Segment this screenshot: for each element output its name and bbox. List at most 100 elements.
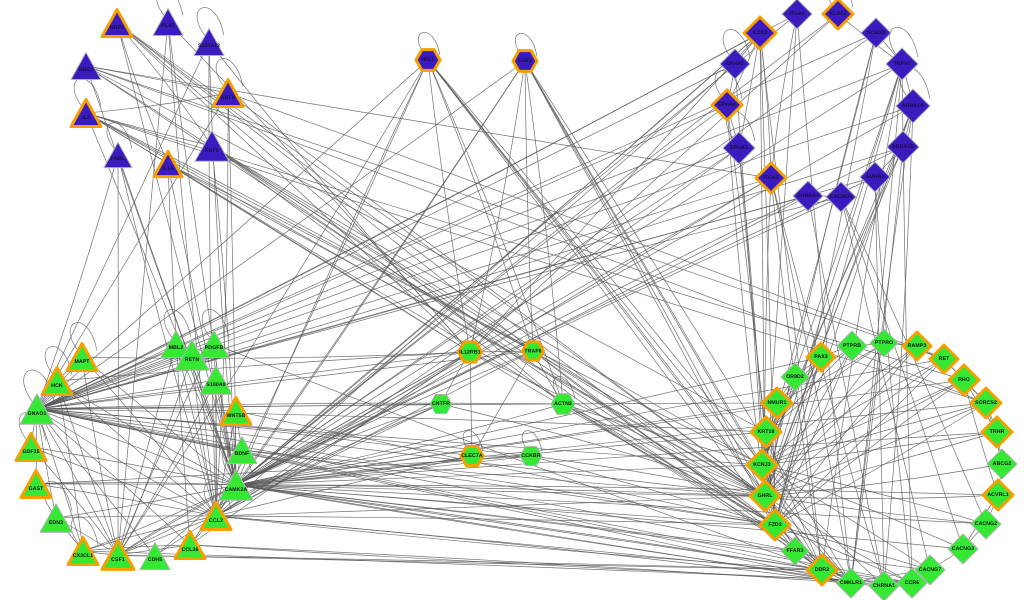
- graph-edge: [764, 494, 999, 499]
- graph-edge: [55, 484, 237, 519]
- graph-node-actn2[interactable]: ACTN2: [548, 389, 578, 419]
- graph-self-loop-edge: [521, 430, 543, 453]
- graph-edge: [524, 60, 564, 405]
- graph-edge: [764, 431, 998, 497]
- graph-edge: [235, 484, 885, 587]
- graph-edge: [532, 350, 766, 497]
- graph-edge: [117, 484, 237, 556]
- graph-self-loop-edge: [106, 122, 133, 152]
- graph-edge: [117, 554, 823, 571]
- graph-edge: [764, 345, 853, 497]
- graph-node-ptpro[interactable]: PTPRO: [867, 326, 901, 360]
- graph-edge: [530, 455, 776, 526]
- graph-edge: [167, 163, 237, 486]
- graph-edge: [761, 358, 945, 466]
- graph-edge: [764, 495, 913, 584]
- graph-node-esr2[interactable]: ESR2: [508, 44, 542, 78]
- graph-node-itga5[interactable]: ITGA5: [751, 158, 791, 198]
- graph-node-epha4[interactable]: EPHA4: [707, 85, 747, 125]
- graph-edge: [36, 408, 84, 552]
- graph-node-fgf6[interactable]: FGF6: [192, 126, 232, 166]
- graph-node-nrp2[interactable]: NRP2: [97, 3, 137, 43]
- graph-node-trpv1[interactable]: TRPV1: [883, 45, 921, 83]
- graph-edge: [235, 177, 772, 486]
- graph-node-plat[interactable]: PLAT: [150, 4, 186, 40]
- graph-edge: [764, 358, 945, 497]
- graph-edge: [235, 484, 931, 571]
- graph-edge: [36, 105, 914, 410]
- graph-node-nrg1[interactable]: NRG1: [68, 48, 104, 84]
- graph-node-adra1a[interactable]: ADRA1A: [893, 86, 933, 126]
- graph-edge: [36, 408, 767, 433]
- graph-edge: [774, 358, 945, 526]
- graph-edge: [765, 342, 885, 433]
- graph-node-fnbl[interactable]: FNBL: [101, 138, 135, 172]
- graph-node-irs1[interactable]: IRS1: [411, 43, 445, 77]
- graph-node-epha5[interactable]: EPHA5: [717, 46, 753, 82]
- graph-edge: [36, 41, 210, 410]
- graph-edge: [764, 342, 885, 497]
- graph-node-gast[interactable]: GAST: [16, 464, 56, 504]
- graph-edge: [117, 21, 169, 556]
- graph-node-clec7a[interactable]: CLEC7A: [456, 440, 488, 472]
- graph-edge: [167, 163, 534, 352]
- graph-node-traf6[interactable]: TRAF6: [518, 336, 549, 367]
- graph-edge: [469, 351, 766, 497]
- graph-edge: [774, 356, 822, 526]
- graph-edge: [241, 449, 766, 497]
- graph-edge: [764, 463, 1003, 497]
- graph-node-klrf2[interactable]: KLRF2: [818, 0, 858, 34]
- graph-edge: [235, 147, 740, 486]
- graph-node-il12rb1[interactable]: IL12RB1: [454, 336, 487, 369]
- graph-edge: [427, 59, 776, 526]
- graph-edge: [774, 524, 931, 571]
- graph-edge: [774, 379, 965, 526]
- graph-node-csf1[interactable]: CSF1: [97, 534, 139, 576]
- graph-node-il3[interactable]: IL3: [66, 93, 106, 133]
- graph-edge: [235, 484, 823, 571]
- graph-edge: [215, 92, 229, 517]
- graph-edge: [215, 350, 534, 517]
- graph-self-loop-edge: [44, 346, 73, 378]
- graph-edge: [56, 380, 217, 517]
- graph-node-chrna4[interactable]: CHRNA4: [790, 178, 826, 214]
- graph-edge: [235, 464, 763, 486]
- graph-node-artn[interactable]: ARTN: [208, 73, 248, 113]
- graph-node-cdh5[interactable]: CDH5: [137, 538, 173, 574]
- graph-node-amhr2[interactable]: AMHR2: [857, 159, 893, 195]
- graph-node-il1a[interactable]: IL1A: [149, 145, 187, 183]
- graph-node-ccr6[interactable]: CCR6: [894, 565, 930, 600]
- graph-edge: [726, 104, 766, 497]
- graph-node-cckbr[interactable]: CCKBR: [517, 442, 545, 470]
- graph-edge: [85, 65, 945, 360]
- graph-edge: [770, 13, 798, 179]
- graph-node-cacng4[interactable]: CACNG4: [823, 179, 859, 215]
- graph-node-itga8[interactable]: ITGA8: [779, 0, 815, 32]
- graph-edge: [36, 196, 842, 410]
- graph-edge: [235, 403, 564, 486]
- graph-node-ccl26[interactable]: CCL26: [170, 525, 210, 565]
- graph-edge: [235, 350, 534, 486]
- graph-edge: [117, 379, 217, 556]
- graph-self-loop-edge: [714, 70, 743, 102]
- graph-edge: [235, 358, 945, 486]
- graph-node-wnt5b[interactable]: WNT5B: [216, 391, 256, 431]
- graph-edge: [774, 32, 877, 526]
- graph-node-cntfr[interactable]: CNTFR: [427, 390, 455, 418]
- graph-edge: [211, 145, 766, 497]
- graph-edge: [840, 196, 964, 550]
- graph-self-loop-edge: [69, 322, 98, 354]
- graph-node-cacng3[interactable]: CACNG3: [945, 531, 981, 567]
- graph-edge: [117, 354, 193, 556]
- graph-edge: [81, 356, 237, 486]
- graph-node-s100a12[interactable]: S100A12: [191, 24, 227, 60]
- graph-node-gdf15[interactable]: GDF15: [11, 427, 51, 467]
- graph-node-cmklr1[interactable]: CMKLR1: [833, 565, 869, 600]
- graph-node-gnao1[interactable]: GNAO1: [17, 389, 57, 429]
- graph-edge: [30, 446, 237, 486]
- graph-node-bdnf[interactable]: BDNF: [224, 432, 260, 468]
- graph-self-loop-edge: [829, 0, 854, 11]
- graph-edge: [562, 403, 776, 526]
